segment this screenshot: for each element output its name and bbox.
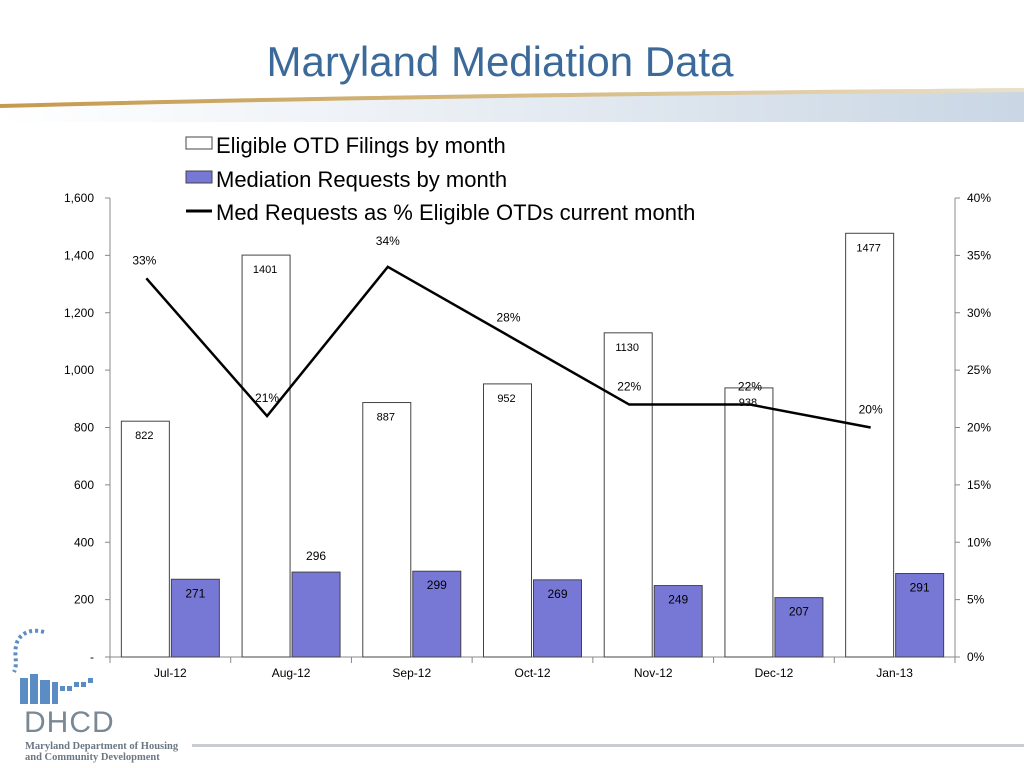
bar-eligible-otd [483,383,532,658]
logo-org-line1: Maryland Department of Housing [25,741,179,752]
y-left-tick-label: 600 [74,478,94,492]
y-right-tick-label: 25% [967,363,991,377]
y-left-tick-label: 1,600 [64,191,94,205]
bar-eligible-otd [362,402,412,658]
y-right-tick-label: 30% [967,306,991,320]
logo-abbreviation: DHCD [24,706,115,739]
chart-plot: - 200 400 600 800 1,000 1,200 1,400 1,600 0% 5% 10%… [64,133,991,680]
bar-eligible-otd [603,332,653,658]
y-left-tick-label: - [90,650,94,664]
bar-eligible-otd [845,232,895,658]
bar-mediation-label: 271 [185,586,205,600]
line-point-label: 33% [132,253,156,267]
mediation-chart: - 200 400 600 800 1,000 1,200 1,400 1,600 0% 5% 10%… [64,133,991,680]
bar-mediation-label: 299 [427,578,447,592]
y-right-tick-label: 0% [967,650,985,664]
bar-mediation-requests [533,579,582,658]
line-point-label: 28% [496,311,520,325]
y-left-tick-label: 1,200 [64,306,94,320]
x-tick-label: Sep-12 [392,666,431,680]
y-right-tick-label: 5% [967,593,985,607]
bar-eligible-label: 822 [135,430,153,442]
bar-mediation-requests [895,573,945,658]
legend-swatch-mediation [185,170,213,184]
x-tick-label: Jul-12 [154,666,187,680]
line-point-label: 20% [859,403,883,417]
plot-area [110,198,955,657]
y-left-tick-label: 400 [74,535,94,549]
x-tick-label: Aug-12 [272,666,311,680]
line-point-label: 34% [376,234,400,248]
y-right-tick-label: 15% [967,478,991,492]
y-left-tick-label: 200 [74,593,94,607]
legend-label-line: Med Requests as % Eligible OTDs current … [216,200,695,225]
line-point-label: 22% [738,380,762,394]
logo-org-line2: and Community Development [25,752,160,763]
y-right-tick-label: 20% [967,421,991,435]
y-right-tick-label: 10% [967,535,991,549]
bar-eligible-label: 887 [377,412,395,424]
bar-mediation-label: 207 [789,605,809,619]
y-left-tick-label: 1,400 [64,248,94,262]
line-point-label: 21% [255,391,279,405]
bar-eligible-label: 1130 [615,342,639,354]
bar-mediation-requests [774,597,824,658]
x-tick-label: Jan-13 [876,666,913,680]
bar-eligible-otd [120,420,170,658]
legend-swatch-eligible [185,136,213,150]
x-tick-label: Dec-12 [755,666,794,680]
bar-eligible-otd [241,254,291,658]
legend-label-mediation: Mediation Requests by month [216,167,507,192]
bar-mediation-label: 249 [668,593,688,607]
bar-mediation-requests [653,585,703,658]
y-right-tick-label: 35% [967,248,991,262]
bar-mediation-requests [412,570,462,658]
bar-eligible-label: 952 [497,393,515,405]
x-tick-label: Oct-12 [514,666,550,680]
bar-mediation-label: 291 [910,581,930,595]
bar-eligible-otd [724,387,774,658]
bar-mediation-requests [291,571,341,658]
footer-divider [192,744,1024,747]
bar-mediation-label: 269 [547,587,567,601]
dhcd-logo-icon [12,628,93,704]
y-left-tick-label: 800 [74,421,94,435]
bar-eligible-label: 1477 [856,242,880,254]
bar-mediation-label: 296 [306,549,326,563]
legend-label-eligible: Eligible OTD Filings by month [216,133,506,158]
y-right-tick-label: 40% [967,191,991,205]
y-left-tick-label: 1,000 [64,363,94,377]
slide-title: Maryland Mediation Data [266,38,734,85]
bar-eligible-label: 1401 [253,264,277,276]
bar-eligible-label: 938 [739,397,757,409]
bar-mediation-requests [170,578,220,658]
header-band [0,88,1024,122]
x-tick-label: Nov-12 [634,666,673,680]
line-point-label: 22% [617,380,641,394]
